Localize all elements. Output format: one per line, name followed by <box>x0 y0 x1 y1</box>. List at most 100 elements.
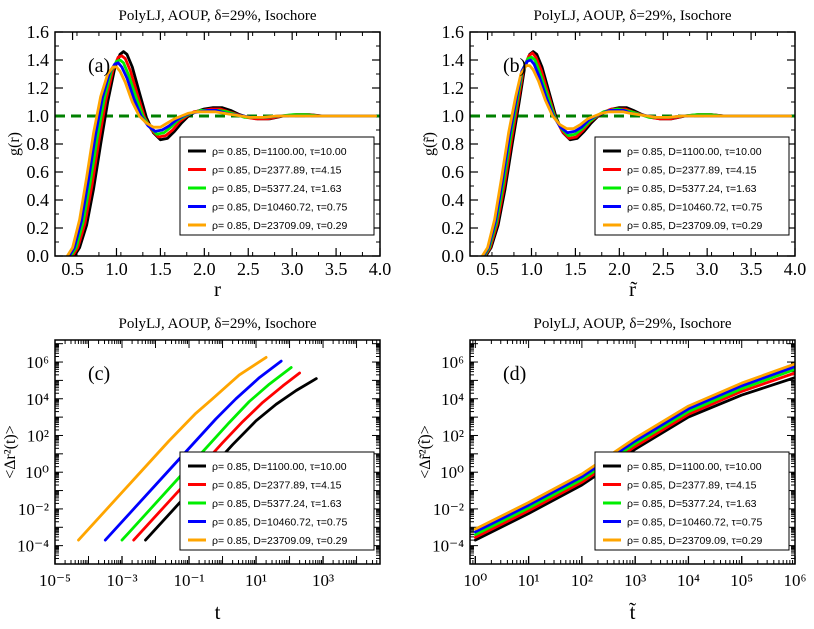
x-tick-label: 1.0 <box>520 259 543 279</box>
y-tick-label: 10⁻² <box>433 500 464 519</box>
panel-d: PolyLJ, AOUP, δ=29%, Isochore 10⁰ 10¹ 10² 10… <box>417 316 807 624</box>
y-tick-label: 0.4 <box>27 190 50 210</box>
y-tick-label: 1.0 <box>442 106 465 126</box>
legend-label: ρ= 0.85, D=10460.72, τ=0.75 <box>627 202 763 214</box>
y-tick-label: 1.6 <box>442 22 465 42</box>
legend-label: ρ= 0.85, D=10460.72, τ=0.75 <box>212 517 348 529</box>
y-tick-label: 0.6 <box>27 162 50 182</box>
chart-title: PolyLJ, AOUP, δ=29%, Isochore <box>118 316 316 332</box>
y-tick-label: 10² <box>442 426 464 445</box>
y-tick-label: 1.4 <box>27 50 50 70</box>
x-tick-label: 1.5 <box>149 259 172 279</box>
x-tick-label: 3.5 <box>325 259 348 279</box>
legend-label: ρ= 0.85, D=1100.00, τ=10.00 <box>212 461 347 473</box>
legend-box <box>594 451 790 551</box>
y-tick-label: 10⁻⁴ <box>432 537 464 556</box>
x-tick-label: 10² <box>571 571 593 590</box>
series-group <box>65 50 378 256</box>
y-tick-label: 10⁻⁴ <box>17 537 49 556</box>
series-line <box>480 64 792 256</box>
series-line <box>473 367 795 536</box>
series-group <box>480 50 792 256</box>
legend-label: ρ= 0.85, D=10460.72, τ=0.75 <box>212 202 348 214</box>
panel-b: PolyLJ, AOUP, δ=29%, Isochore 0.5 1.0 1.5 2.… <box>421 8 806 301</box>
x-tick-label: 10⁻¹ <box>173 571 204 590</box>
legend-box <box>594 136 790 236</box>
legend-label: ρ= 0.85, D=5377.24, τ=1.63 <box>212 183 342 195</box>
x-axis-label: r <box>214 277 221 301</box>
x-tick-label: 10¹ <box>518 571 540 590</box>
x-tick-label: 4.0 <box>784 259 807 279</box>
series-line <box>65 65 378 256</box>
panel-label: (d) <box>503 363 526 385</box>
legend-label: ρ= 0.85, D=5377.24, τ=1.63 <box>212 498 342 510</box>
legend-label: ρ= 0.85, D=2377.89, τ=4.15 <box>627 165 757 177</box>
panel-label: (b) <box>503 55 526 77</box>
y-tick-label: 10² <box>27 426 49 445</box>
y-axis-label: <Δr̃²(t̃)> <box>417 425 434 479</box>
x-tick-label: 1.0 <box>105 259 128 279</box>
series-line <box>473 376 795 542</box>
x-tick-label: 10¹ <box>245 571 267 590</box>
chart-title: PolyLJ, AOUP, δ=29%, Isochore <box>533 316 731 332</box>
x-tick-label: 3.0 <box>696 259 719 279</box>
x-tick-label: 3.5 <box>740 259 763 279</box>
y-tick-label: 0.2 <box>442 218 465 238</box>
x-tick-label: 10⁵ <box>730 571 753 590</box>
y-tick-label: 1.0 <box>27 106 50 126</box>
x-tick-label: 10⁻³ <box>106 571 137 590</box>
series-line <box>144 377 318 542</box>
y-axis-label: g(r̃) <box>421 132 438 156</box>
x-axis-label: r̃ <box>629 277 637 301</box>
legend-label: ρ= 0.85, D=10460.72, τ=0.75 <box>627 517 763 529</box>
panel-label: (c) <box>88 363 110 385</box>
x-tick-label: 4.0 <box>369 259 392 279</box>
series-line <box>103 359 283 542</box>
legend-box <box>179 451 375 551</box>
x-tick-label: 2.5 <box>652 259 675 279</box>
y-tick-label: 10⁻² <box>18 500 49 519</box>
panel-label: (a) <box>88 55 110 77</box>
y-tick-label: 0.0 <box>27 246 50 266</box>
x-axis-label: t̃ <box>629 600 636 624</box>
legend-label: ρ= 0.85, D=1100.00, τ=10.00 <box>212 146 347 158</box>
series-line <box>473 362 795 531</box>
x-tick-label: 0.5 <box>476 259 499 279</box>
legend-label: ρ= 0.85, D=23709.09, τ=0.29 <box>212 220 348 232</box>
x-tick-label: 10⁴ <box>677 571 700 590</box>
legend-label: ρ= 0.85, D=2377.89, τ=4.15 <box>627 480 757 492</box>
legend-label: ρ= 0.85, D=23709.09, τ=0.29 <box>627 535 763 547</box>
y-tick-label: 10⁶ <box>26 353 49 372</box>
y-tick-label: 0.6 <box>442 162 465 182</box>
x-tick-label: 10⁻⁵ <box>39 571 71 590</box>
y-tick-label: 10⁶ <box>441 353 464 372</box>
y-tick-label: 1.2 <box>442 78 465 98</box>
series-group <box>77 355 318 542</box>
y-axis-label: g(r) <box>6 132 23 156</box>
series-line <box>120 366 293 542</box>
y-axis-label: <Δr²(t)> <box>2 425 19 479</box>
y-tick-label: 10⁰ <box>25 463 49 482</box>
series-line <box>77 355 268 542</box>
x-tick-label: 2.5 <box>237 259 260 279</box>
legend-label: ρ= 0.85, D=5377.24, τ=1.63 <box>627 498 757 510</box>
series-line <box>473 365 795 534</box>
x-tick-label: 10³ <box>624 571 646 590</box>
x-axis-label: t <box>215 600 221 624</box>
axes-frame <box>54 339 381 565</box>
y-tick-label: 0.4 <box>442 190 465 210</box>
legend-label: ρ= 0.85, D=1100.00, τ=10.00 <box>627 461 762 473</box>
axes-frame <box>54 31 381 257</box>
y-tick-label: 0.2 <box>27 218 50 238</box>
x-tick-label: 3.0 <box>281 259 304 279</box>
legend-label: ρ= 0.85, D=23709.09, τ=0.29 <box>627 220 763 232</box>
legend-label: ρ= 0.85, D=5377.24, τ=1.63 <box>627 183 757 195</box>
legend-label: ρ= 0.85, D=2377.89, τ=4.15 <box>212 165 342 177</box>
legend-label: ρ= 0.85, D=2377.89, τ=4.15 <box>212 480 342 492</box>
panel-a: PolyLJ, AOUP, δ=29%, Isochore 0.5 1.0 1.5 2.… <box>6 8 391 301</box>
x-tick-label: 10⁰ <box>463 571 487 590</box>
x-tick-label: 2.0 <box>193 259 216 279</box>
series-group <box>473 362 795 542</box>
y-tick-label: 0.0 <box>442 246 465 266</box>
y-tick-label: 0.8 <box>442 134 465 154</box>
